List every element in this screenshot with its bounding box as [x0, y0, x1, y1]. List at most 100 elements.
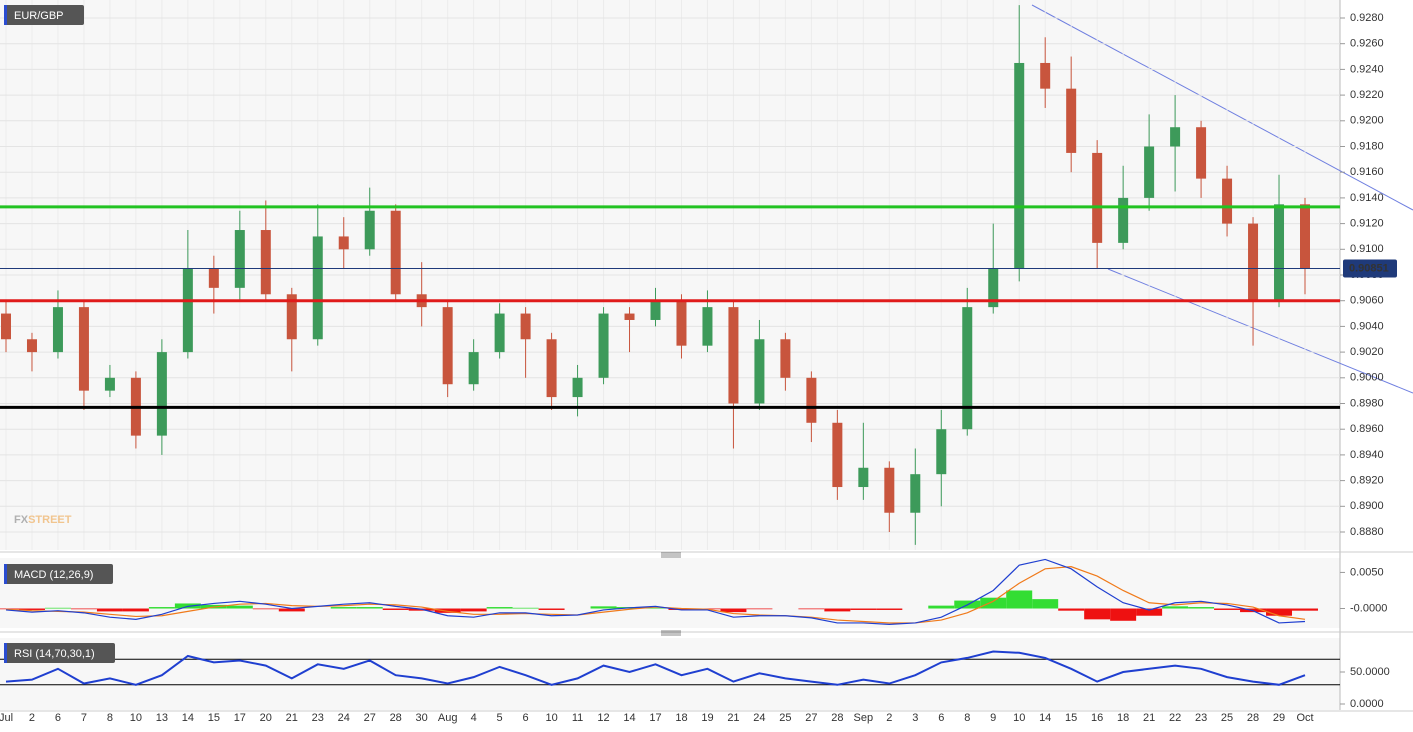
histogram-bar — [1084, 608, 1111, 620]
x-tick-label: 8 — [964, 712, 970, 724]
candle-body — [494, 313, 505, 353]
x-tick-label: 7 — [81, 712, 87, 724]
histogram-bar — [928, 605, 955, 609]
histogram-bar — [18, 608, 45, 610]
candle-body — [780, 339, 791, 378]
candle-body — [1066, 88, 1077, 153]
x-tick-label: Oct — [1296, 712, 1313, 724]
watermark-street: STREET — [28, 514, 72, 526]
x-tick-label: 18 — [675, 712, 687, 724]
histogram-bar — [382, 608, 409, 610]
indicator-title: RSI (14,70,30,1) — [14, 648, 95, 660]
y-tick-label: 0.9280 — [1350, 12, 1384, 24]
y-tick-label: 0.9060 — [1350, 295, 1384, 307]
x-tick-label: 10 — [545, 712, 557, 724]
y-tick-label: 0.9000 — [1350, 372, 1384, 384]
last-price-badge — [1343, 259, 1397, 278]
histogram-bar — [512, 607, 539, 609]
macd-panel — [0, 558, 1340, 628]
x-tick-label: 2 — [29, 712, 35, 724]
candle-body — [182, 268, 193, 353]
histogram-bar — [1110, 608, 1137, 621]
y-tick-label: 0.9160 — [1350, 166, 1384, 178]
histogram-bar — [1136, 608, 1163, 616]
y-tick-label: 50.0000 — [1350, 666, 1390, 678]
x-tick-label: Jul — [0, 712, 13, 724]
y-tick-label: 0.9140 — [1350, 192, 1384, 204]
x-tick-label: 8 — [107, 712, 113, 724]
x-tick-label: 28 — [390, 712, 402, 724]
histogram-bar — [252, 608, 279, 610]
candle-body — [1, 313, 11, 340]
x-tick-label: 2 — [886, 712, 892, 724]
x-tick-label: 18 — [1117, 712, 1129, 724]
watermark: FXSTREET — [14, 514, 72, 526]
symbol: EUR/GBP — [14, 10, 64, 22]
candle-body — [806, 377, 817, 423]
histogram-bar — [590, 606, 617, 609]
symbol-tag[interactable]: EUR/GBP — [4, 5, 84, 25]
histogram-bar — [434, 608, 461, 613]
candle-body — [546, 339, 557, 398]
y-tick-label: 0.9100 — [1350, 243, 1384, 255]
histogram-bar — [824, 608, 851, 612]
x-tick-label: 23 — [1195, 712, 1207, 724]
x-tick-label: 4 — [471, 712, 477, 724]
histogram-bar — [1188, 607, 1215, 609]
candle-body — [1144, 146, 1155, 198]
x-tick-label: 12 — [597, 712, 609, 724]
y-tick-label: 0.9180 — [1350, 140, 1384, 152]
candle-body — [1170, 127, 1181, 147]
y-tick-label: 0.8900 — [1350, 500, 1384, 512]
candle-body — [1274, 204, 1285, 301]
x-tick-label: 16 — [1091, 712, 1103, 724]
x-tick-label: 13 — [156, 712, 168, 724]
x-tick-label: 11 — [572, 712, 583, 724]
candle-body — [442, 307, 453, 385]
histogram-bar — [148, 607, 175, 609]
x-tick-label: 9 — [990, 712, 996, 724]
x-tick-label: 17 — [649, 712, 661, 724]
x-tick-label: 15 — [208, 712, 220, 724]
y-tick-label: 0.9220 — [1350, 89, 1384, 101]
resize-handle[interactable] — [661, 552, 681, 636]
macd-tag[interactable]: MACD (12,26,9) — [4, 564, 113, 584]
candle-body — [754, 339, 765, 404]
x-tick-label: 27 — [805, 712, 817, 724]
candle-body — [858, 467, 869, 488]
y-tick-label: 0.9040 — [1350, 320, 1384, 332]
candle-body — [78, 307, 89, 391]
candle-body — [390, 210, 401, 295]
candle-body — [936, 429, 947, 475]
candle-body — [988, 268, 999, 308]
candle-body — [1222, 178, 1233, 224]
x-tick-label: 6 — [55, 712, 61, 724]
indicator-title: MACD (12,26,9) — [14, 569, 93, 581]
marks: 0.8880 0.8900 0.8920 0.8940 0.8960 0.8980 0.90… — [0, 0, 1397, 724]
candle-body — [728, 307, 739, 404]
y-tick-label: 0.8980 — [1350, 397, 1384, 409]
x-tick-label: 21 — [286, 712, 298, 724]
trend-line — [1031, 4, 1413, 211]
candle-body — [52, 307, 63, 353]
x-tick-label: 15 — [1065, 712, 1077, 724]
x-tick-label: 14 — [182, 712, 194, 724]
candle-body — [26, 339, 37, 353]
y-tick-label: 0.8880 — [1350, 526, 1384, 538]
rsi-tag[interactable]: RSI (14,70,30,1) — [4, 643, 115, 663]
histogram-bar — [538, 608, 565, 610]
histogram-bar — [798, 608, 825, 610]
histogram-bar — [1292, 608, 1318, 611]
histogram-bar — [460, 608, 487, 612]
y-tick-label: 0.8960 — [1350, 423, 1384, 435]
y-tick-label: 0.9240 — [1350, 63, 1384, 75]
candle-body — [676, 300, 687, 346]
x-tick-label: 6 — [938, 712, 944, 724]
x-tick-label: 28 — [1247, 712, 1259, 724]
histogram-bar — [278, 608, 305, 612]
x-tick-label: 30 — [416, 712, 428, 724]
candle-body — [338, 236, 349, 250]
x-tick-label: 22 — [1169, 712, 1181, 724]
x-tick-label: 24 — [753, 712, 765, 724]
